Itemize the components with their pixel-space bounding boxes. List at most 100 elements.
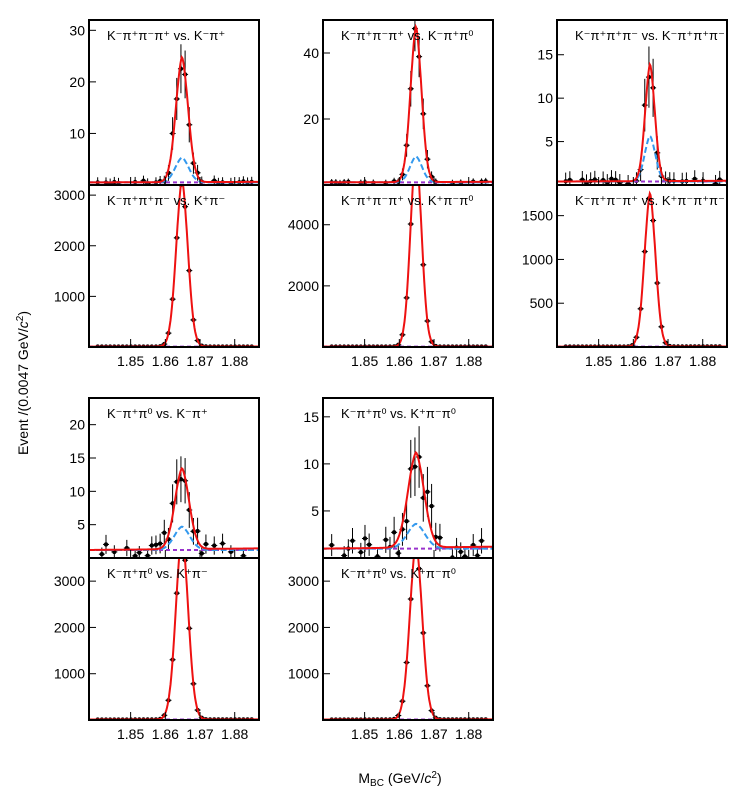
data-point	[429, 503, 434, 509]
plot-area	[557, 46, 727, 185]
x-tick-label: 1.87	[654, 353, 681, 369]
panel-frame	[556, 19, 728, 186]
data-point	[358, 550, 364, 555]
y-tick-label: 10	[303, 456, 319, 472]
y-tick-label: 2000	[54, 238, 85, 254]
data-point	[241, 553, 246, 558]
data-point	[179, 536, 183, 540]
data-point	[362, 536, 368, 541]
panel-title: K⁻π⁺π⁻π⁺ vs. K⁺π⁻π⁰	[341, 193, 473, 208]
data-point	[458, 549, 463, 554]
plot-area	[323, 426, 493, 558]
data-point	[99, 551, 105, 557]
y-tick-label: 2000	[288, 278, 319, 294]
x-tick-label: 1.86	[152, 353, 179, 369]
data-point	[153, 542, 159, 548]
y-tick-label: 1000	[54, 666, 85, 682]
data-point	[479, 538, 484, 543]
data-point	[220, 541, 225, 546]
y-tick-label: 15	[537, 47, 553, 63]
y-tick-label: 2000	[54, 619, 85, 635]
data-point	[137, 550, 142, 555]
x-tick-label: 1.85	[351, 726, 378, 742]
x-tick-label: 1.87	[186, 726, 213, 742]
y-axis-label: Event /(0.0047 GeV/c2)	[15, 310, 31, 456]
panel-kpipi0-kpipi0-st: 5 10 15 K⁻π⁺π⁰ vs. K⁺π⁻π⁰	[303, 397, 494, 559]
y-tick-label: 30	[69, 22, 85, 38]
total-fit-curve	[323, 450, 493, 550]
plot-area	[89, 44, 259, 185]
plot-area	[89, 536, 259, 720]
panel-k3pi-kpi-dt: 1000 2000 3000 1.85 1.86 1.87 1.88 K⁻π⁺π⁺π⁻ vs.…	[54, 184, 260, 369]
y-tick-label: 1000	[54, 288, 85, 304]
x-tick-label: 1.85	[351, 353, 378, 369]
data-point	[350, 538, 355, 543]
x-tick-label: 1.88	[221, 353, 248, 369]
x-tick-label: 1.86	[620, 353, 647, 369]
y-tick-label: 10	[537, 90, 553, 106]
y-tick-label: 3000	[54, 573, 85, 589]
y-tick-label: 5	[77, 517, 85, 533]
panel-frame	[322, 184, 494, 348]
data-point	[366, 542, 372, 547]
data-point	[145, 553, 150, 558]
data-point	[437, 535, 443, 540]
data-point	[425, 489, 430, 495]
x-tick-label: 1.86	[152, 726, 179, 742]
data-point	[383, 537, 388, 543]
data-point	[412, 464, 418, 469]
total-fit-curve	[89, 558, 259, 720]
panel-title: K⁻π⁺π⁻π⁺ vs. K⁻π⁺	[107, 28, 225, 43]
panel-frame	[88, 397, 260, 559]
x-tick-label: 1.88	[689, 353, 716, 369]
y-tick-label: 5	[311, 503, 319, 519]
data-point	[391, 530, 397, 535]
total-fit-curve	[323, 23, 493, 184]
panel-k3pi-k3pi-st: 5 10 15 K⁻π⁺π⁺π⁻ vs. K⁻π⁺π⁺π⁻	[537, 19, 728, 186]
total-fit-curve	[557, 61, 727, 183]
x-tick-label: 1.85	[585, 353, 612, 369]
panel-title: K⁻π⁺π⁰ vs. K⁻π⁺	[107, 406, 208, 421]
panel-frame	[88, 184, 260, 348]
x-tick-label: 1.88	[221, 726, 248, 742]
panel-kpipi0-kpi-dt: 1000 2000 3000 1.85 1.86 1.87 1.88 K⁻π⁺π⁰ vs. K…	[54, 536, 260, 742]
y-tick-label: 20	[303, 111, 319, 127]
data-point	[203, 541, 209, 547]
panel-k3pi-kpi-st: 10 20 30 K⁻π⁺π⁻π⁺ vs. K⁻π⁺	[69, 19, 260, 186]
x-tick-label: 1.87	[186, 353, 213, 369]
data-point	[157, 541, 163, 546]
y-tick-label: 15	[69, 450, 85, 466]
panel-title: K⁻π⁺π⁻π⁺ vs. K⁻π⁺π⁰	[341, 28, 473, 43]
x-axis-label: MBC (GeV/c2)	[358, 770, 442, 789]
x-tick-label: 1.86	[386, 353, 413, 369]
y-tick-label: 15	[303, 409, 319, 425]
panel-title: K⁻π⁺π⁺π⁻ vs. K⁻π⁺π⁺π⁻	[575, 28, 725, 43]
panel-title: K⁻π⁺π⁰ vs. K⁺π⁻	[107, 566, 208, 581]
data-point	[609, 176, 614, 182]
data-point	[132, 553, 138, 558]
peaking-bkg-curve	[323, 155, 493, 184]
panel-k3pi-kpipi0-st: 20 40 K⁻π⁺π⁻π⁺ vs. K⁻π⁺π⁰	[303, 19, 494, 186]
panel-frame	[322, 557, 494, 721]
panel-frame	[88, 19, 260, 186]
plot-area	[89, 456, 259, 558]
y-tick-label: 10	[69, 483, 85, 499]
panel-k3pi-kpipi0-dt: 2000 4000 1.85 1.86 1.87 1.88 K⁻π⁺π⁻π⁺ vs. K⁺π…	[288, 184, 494, 369]
data-point	[103, 542, 109, 547]
y-tick-label: 20	[69, 417, 85, 433]
x-tick-label: 1.88	[455, 353, 482, 369]
data-point	[149, 543, 154, 548]
total-fit-curve	[557, 190, 727, 347]
y-tick-label: 10	[69, 125, 85, 141]
x-tick-label: 1.86	[386, 726, 413, 742]
y-tick-label: 1000	[288, 666, 319, 682]
panel-title: K⁻π⁺π⁻π⁺ vs. K⁺π⁻π⁺π⁻	[575, 193, 725, 208]
y-tick-label: 3000	[288, 573, 319, 589]
y-tick-label: 1000	[522, 251, 553, 267]
x-tick-label: 1.85	[117, 353, 144, 369]
x-tick-label: 1.87	[420, 726, 447, 742]
x-tick-label: 1.88	[455, 726, 482, 742]
panel-title: K⁻π⁺π⁰ vs. K⁺π⁻π⁰	[341, 566, 456, 581]
y-tick-label: 40	[303, 45, 319, 61]
